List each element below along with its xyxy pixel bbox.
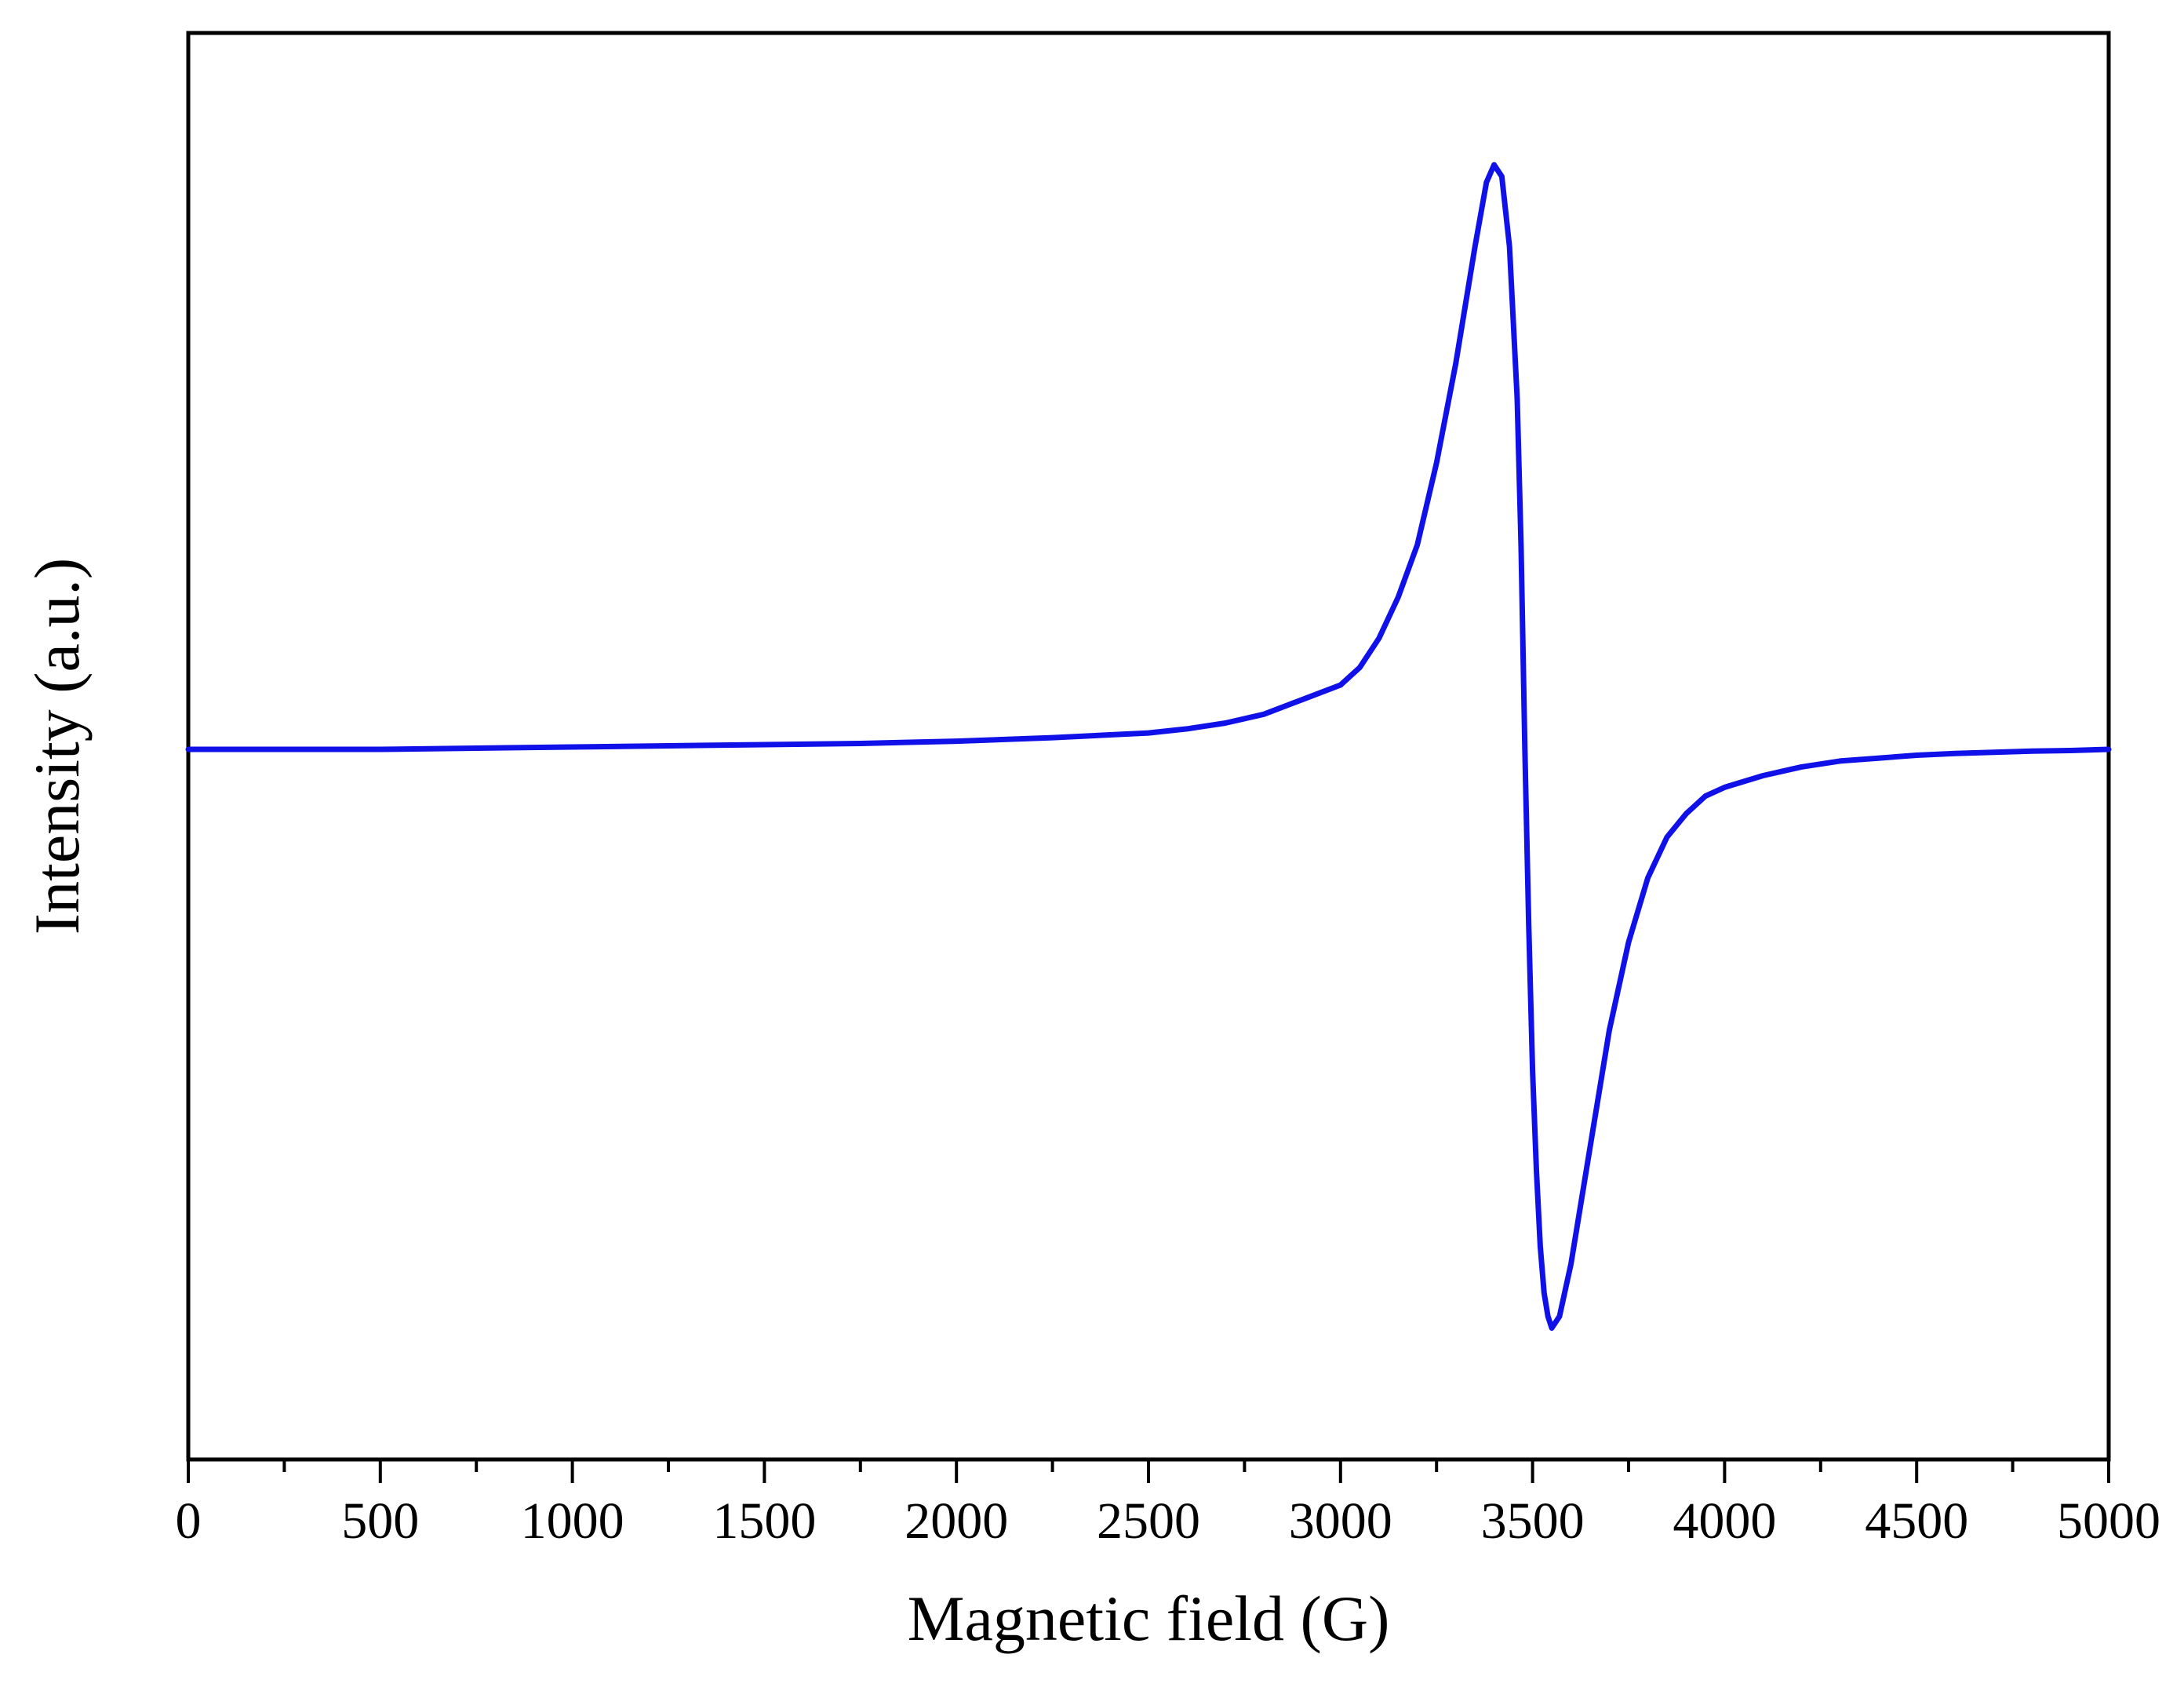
series-layer	[185, 162, 2112, 1331]
x-tick-label: 3000	[1289, 1492, 1392, 1550]
x-tick-label: 3500	[1481, 1492, 1585, 1550]
x-axis-ticks	[187, 1459, 2110, 1483]
series-line-0	[185, 162, 2112, 1331]
x-tick-label: 4000	[1673, 1492, 1776, 1550]
x-tick-label: 4500	[1865, 1492, 1968, 1550]
x-tick-label: 2000	[905, 1492, 1008, 1550]
x-tick-label: 1500	[712, 1492, 816, 1550]
x-tick-label: 1000	[521, 1492, 624, 1550]
x-tick-label: 2500	[1097, 1492, 1200, 1550]
x-axis-tick-labels: 0 500 1000 1500 2000 2500 3000 3500 4000 4500 5000	[176, 1492, 2161, 1550]
x-tick-label: 0	[176, 1492, 202, 1550]
x-axis-title: Magnetic field (G)	[908, 1583, 1390, 1654]
x-tick-label: 500	[341, 1492, 419, 1550]
y-axis-title: Intensity (a.u.)	[21, 558, 93, 935]
x-tick-label: 5000	[2057, 1492, 2160, 1550]
